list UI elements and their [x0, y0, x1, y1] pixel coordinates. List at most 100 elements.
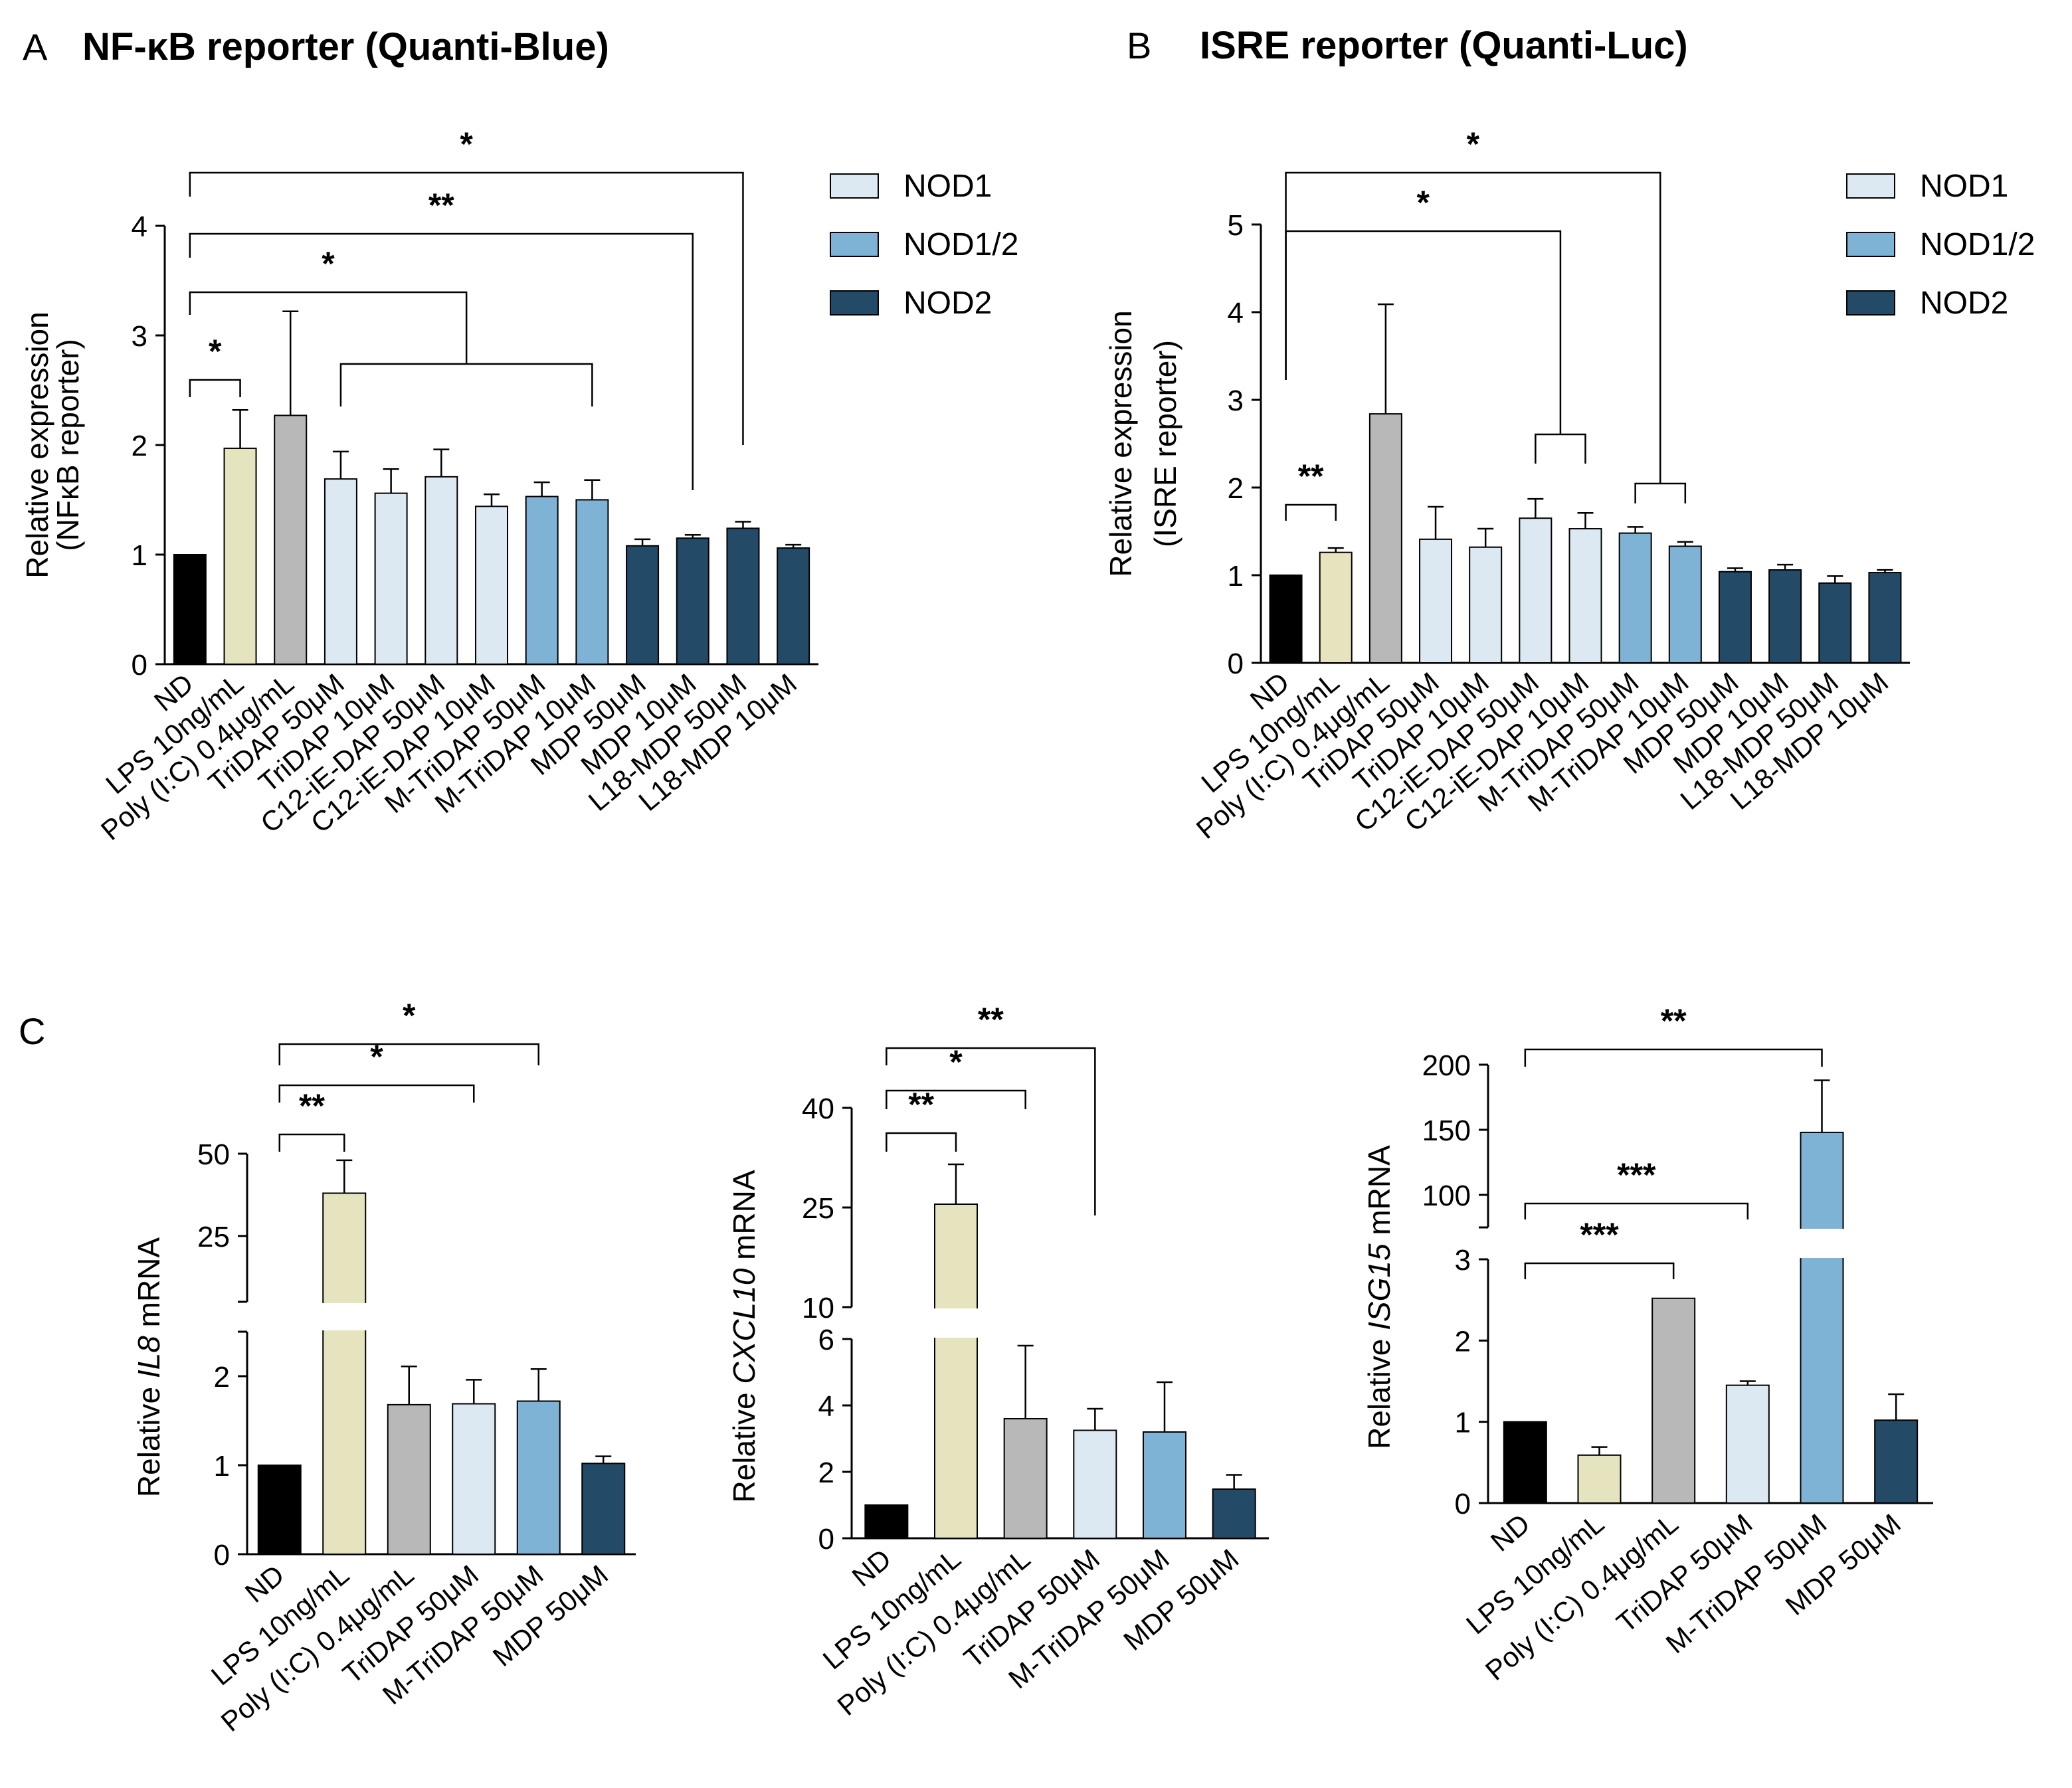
y-tick-label-upper-C1-1: 50: [197, 1138, 230, 1171]
sig-label-B-2: **: [1298, 458, 1324, 495]
bar-C3-0: [1503, 1421, 1547, 1504]
y-tick-label-upper-C1-0: 25: [197, 1221, 230, 1253]
bar-B-7: [1618, 532, 1652, 664]
panel-title-A: NF-κB reporter (Quanti-Blue): [82, 25, 609, 68]
legend-label-A-2: NOD2: [903, 286, 992, 321]
bar-A-9: [626, 545, 660, 665]
bar-C3-1: [1577, 1454, 1622, 1504]
y-tick-label-upper-C3-0: 100: [1422, 1180, 1471, 1212]
bar-B-10: [1768, 569, 1802, 664]
sig-bracket-C2-0: [886, 1047, 1096, 1215]
y-axis-label-A-0: Relative expression: [20, 312, 54, 578]
sig-bracket-A-2: [189, 291, 468, 364]
bar-C2-0: [864, 1504, 909, 1539]
bar-C1-2: [387, 1403, 431, 1555]
sig-subbracket-A-2: [339, 363, 593, 406]
legend-swatch-B-0: [1846, 173, 1895, 199]
bar-B-6: [1568, 528, 1602, 664]
y-tick-label-upper-C2-2: 40: [802, 1093, 834, 1125]
y-tick-label-B-4: 4: [1228, 297, 1244, 329]
y-axis-label-prefix-C2: Relative: [727, 1384, 761, 1503]
legend-swatch-A-1: [830, 232, 879, 257]
sig-bracket-B-1: [1285, 230, 1562, 434]
bar-C2-5: [1212, 1488, 1256, 1539]
bar-A-7: [525, 495, 559, 665]
bar-C3-3: [1725, 1384, 1770, 1504]
y-tick-label-lower-C1-0: 0: [214, 1539, 230, 1571]
y-tick-label-lower-C3-1: 1: [1455, 1407, 1471, 1439]
legend-swatch-B-2: [1846, 290, 1895, 315]
y-axis-label-suffix-C1: mRNA: [132, 1237, 166, 1336]
y-tick-label-B-2: 2: [1228, 472, 1244, 505]
bar-break-gap-C1-1: [321, 1303, 368, 1330]
y-axis-label-gene-C1: IL8: [132, 1336, 166, 1378]
y-tick-label-B-3: 3: [1228, 385, 1244, 417]
bar-C1-3: [452, 1403, 496, 1556]
sig-label-A-2: *: [322, 245, 335, 282]
bar-A-11: [726, 527, 760, 666]
sig-bracket-A-3: [189, 379, 241, 397]
bar-B-0: [1269, 575, 1303, 664]
bar-C1-4: [516, 1400, 561, 1556]
y-tick-label-upper-C3-1: 150: [1422, 1115, 1471, 1147]
sig-bracket-C1-0: [278, 1043, 539, 1065]
y-tick-label-A-4: 4: [132, 211, 147, 243]
panel-letter-C: C: [19, 1010, 45, 1052]
bar-C1-1: [322, 1192, 367, 1555]
legend-swatch-A-0: [830, 173, 879, 199]
sig-label-C3-1: ***: [1617, 1156, 1656, 1194]
y-tick-label-lower-C2-1: 2: [818, 1457, 834, 1489]
y-tick-label-A-0: 0: [132, 649, 147, 681]
sig-label-C3-2: ***: [1580, 1216, 1619, 1253]
bar-A-4: [374, 492, 408, 665]
bar-C3-2: [1651, 1297, 1696, 1504]
sig-bracket-A-0: [189, 171, 744, 445]
y-axis-label-suffix-C3: mRNA: [1362, 1145, 1396, 1244]
bar-C3-4: [1800, 1131, 1844, 1504]
y-tick-label-upper-C2-0: 10: [802, 1292, 834, 1324]
y-axis-label-prefix-C1: Relative: [132, 1378, 166, 1497]
bar-C2-4: [1143, 1431, 1186, 1539]
y-tick-label-B-0: 0: [1228, 648, 1244, 680]
bar-B-2: [1368, 413, 1402, 664]
sig-label-C3-0: **: [1661, 1002, 1687, 1039]
category-label-C3-0: ND: [1485, 1508, 1536, 1558]
panel-letter-A: A: [23, 26, 48, 68]
bar-A-12: [777, 547, 810, 665]
legend-label-B-1: NOD1/2: [1920, 227, 2035, 262]
y-axis-label-B-0: Relative expression: [1103, 310, 1138, 577]
bar-B-12: [1868, 572, 1902, 664]
sig-subbracket-B-1: [1535, 433, 1586, 464]
bar-C2-1: [934, 1204, 978, 1539]
sig-bracket-C3-2: [1524, 1262, 1675, 1279]
sig-label-B-0: *: [1467, 126, 1480, 163]
bar-B-4: [1469, 546, 1503, 664]
sig-bracket-C1-2: [278, 1133, 345, 1152]
y-tick-label-lower-C2-2: 4: [818, 1390, 834, 1423]
sig-label-C1-0: *: [403, 997, 416, 1034]
bar-A-2: [274, 414, 308, 665]
bar-C2-3: [1073, 1429, 1117, 1539]
bar-A-6: [475, 505, 508, 666]
y-axis-label-suffix-C2: mRNA: [727, 1170, 761, 1269]
category-label-C2-0: ND: [846, 1543, 897, 1593]
sig-label-C2-2: **: [908, 1086, 934, 1123]
y-tick-label-upper-C2-1: 25: [802, 1192, 834, 1225]
y-tick-label-B-1: 1: [1228, 560, 1244, 592]
bar-A-0: [173, 554, 207, 665]
sig-label-A-3: *: [209, 333, 222, 370]
category-label-C1-0: ND: [239, 1559, 290, 1609]
sig-bracket-C2-2: [886, 1132, 957, 1152]
y-tick-label-B-5: 5: [1228, 209, 1244, 242]
y-tick-label-lower-C2-3: 6: [818, 1324, 834, 1356]
bar-B-5: [1519, 517, 1553, 664]
y-tick-label-lower-C3-0: 0: [1455, 1488, 1471, 1520]
panel-letter-B: B: [1127, 25, 1151, 66]
legend-label-B-0: NOD1: [1920, 169, 2008, 204]
sig-label-C1-1: *: [370, 1038, 383, 1075]
sig-label-C2-1: *: [949, 1043, 963, 1081]
sig-label-C2-0: **: [978, 1001, 1004, 1038]
y-tick-label-upper-C3-2: 200: [1422, 1049, 1471, 1082]
bar-A-3: [324, 478, 357, 666]
bar-B-3: [1419, 538, 1453, 664]
